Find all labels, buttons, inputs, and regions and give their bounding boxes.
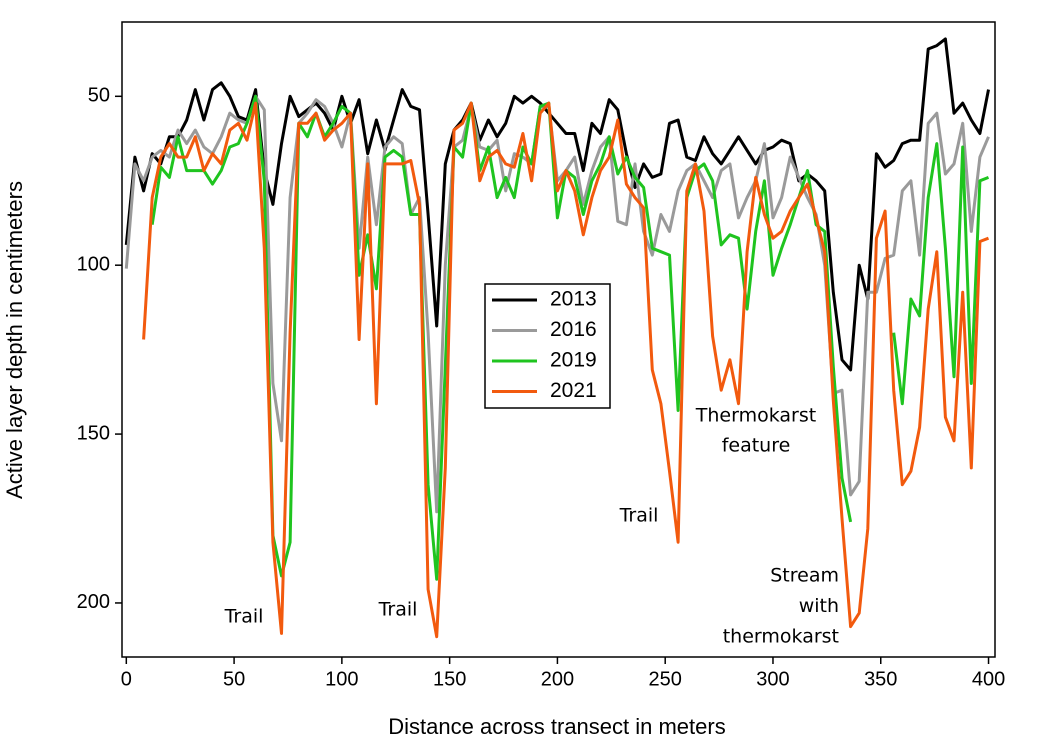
x-tick-label: 50 (223, 668, 245, 690)
series-line (124, 37, 990, 372)
x-tick-label: 200 (541, 668, 574, 690)
annotation: thermokarst (723, 626, 839, 648)
legend-label: 2016 (550, 318, 597, 341)
annotation: Thermokarst (695, 405, 816, 427)
x-tick-label: 300 (756, 668, 789, 690)
series-line (142, 101, 990, 639)
legend-label: 2013 (550, 288, 597, 311)
plot-frame (121, 21, 996, 658)
x-tick-label: 100 (325, 668, 358, 690)
y-tick-label: 100 (77, 253, 110, 275)
annotation: Trail (619, 505, 659, 527)
x-tick-label: 350 (864, 668, 897, 690)
x-tick-label: 0 (121, 668, 132, 690)
x-axis-label: Distance across transect in meters (388, 714, 725, 739)
legend-label: 2021 (550, 379, 597, 402)
x-tick-label: 150 (433, 668, 466, 690)
legend-box (484, 283, 611, 409)
y-tick-label: 200 (77, 591, 110, 613)
annotation: Trail (378, 599, 418, 621)
legend-label: 2019 (550, 349, 597, 372)
annotation: feature (722, 435, 791, 457)
annotation: with (799, 595, 839, 617)
y-tick-label: 150 (77, 422, 110, 444)
y-tick-label: 50 (88, 85, 110, 107)
x-tick-label: 400 (972, 668, 1005, 690)
annotation: Trail (224, 606, 264, 628)
annotation: Stream (770, 565, 839, 587)
x-tick-label: 250 (649, 668, 682, 690)
y-axis-label: Active layer depth in centimeters (2, 181, 27, 499)
